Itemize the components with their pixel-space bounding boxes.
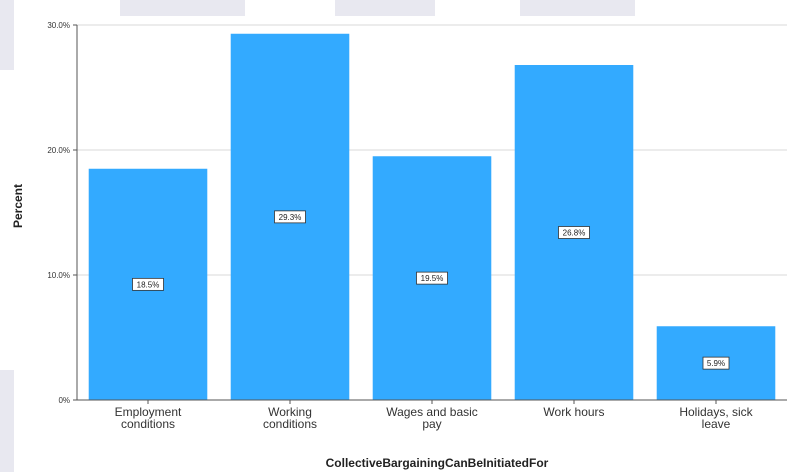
watermark-block (120, 0, 245, 16)
data-label: 29.3% (279, 213, 302, 222)
data-label-box (132, 277, 164, 291)
x-category-label: Employment conditions (115, 405, 182, 431)
x-axis-title: CollectiveBargainingCanBeInitiatedFor (326, 456, 549, 470)
watermark-block (0, 370, 14, 472)
y-axis-title: Percent (11, 184, 25, 228)
data-label: 26.8% (563, 229, 586, 238)
x-category-line: Employment (115, 405, 182, 419)
data-label: 5.9% (707, 359, 725, 368)
data-labels: 18.5% 29.3% 19.5% 26.8% 5.9% (132, 210, 730, 370)
x-category-label: Work hours (543, 405, 604, 419)
y-axis-ticks: 0% 10.0% 20.0% 30.0% (47, 21, 77, 405)
x-category-label: Holidays, sick leave (679, 405, 753, 431)
y-tick-label: 30.0% (47, 21, 70, 30)
y-tick-label: 0% (58, 396, 70, 405)
x-category-line: pay (422, 417, 441, 431)
x-category-line: Holidays, sick (679, 405, 753, 419)
bars (88, 33, 776, 400)
x-category-line: conditions (121, 417, 175, 431)
x-category-line: Wages and basic (386, 405, 478, 419)
x-category-line: leave (702, 417, 731, 431)
data-label-box (702, 356, 730, 370)
data-label: 19.5% (421, 274, 444, 283)
x-category-line: Work hours (543, 405, 604, 419)
y-tick-label: 20.0% (47, 146, 70, 155)
x-category-line: conditions (263, 417, 317, 431)
plot-area: 0% 10.0% 20.0% 30.0% 18.5% 29.3% 19.5% 26.8% 5.… (47, 21, 787, 431)
x-category-label: Wages and basic pay (386, 405, 478, 431)
data-label: 18.5% (137, 280, 160, 289)
x-category-line: Working (268, 405, 312, 419)
watermark-block (0, 0, 14, 70)
data-label-box (274, 210, 306, 224)
data-label-box (558, 226, 590, 239)
watermark-block (520, 0, 635, 16)
watermark-block (335, 0, 435, 16)
y-tick-label: 10.0% (47, 271, 70, 280)
x-category-label: Working conditions (263, 405, 317, 431)
data-label-box (416, 271, 448, 285)
